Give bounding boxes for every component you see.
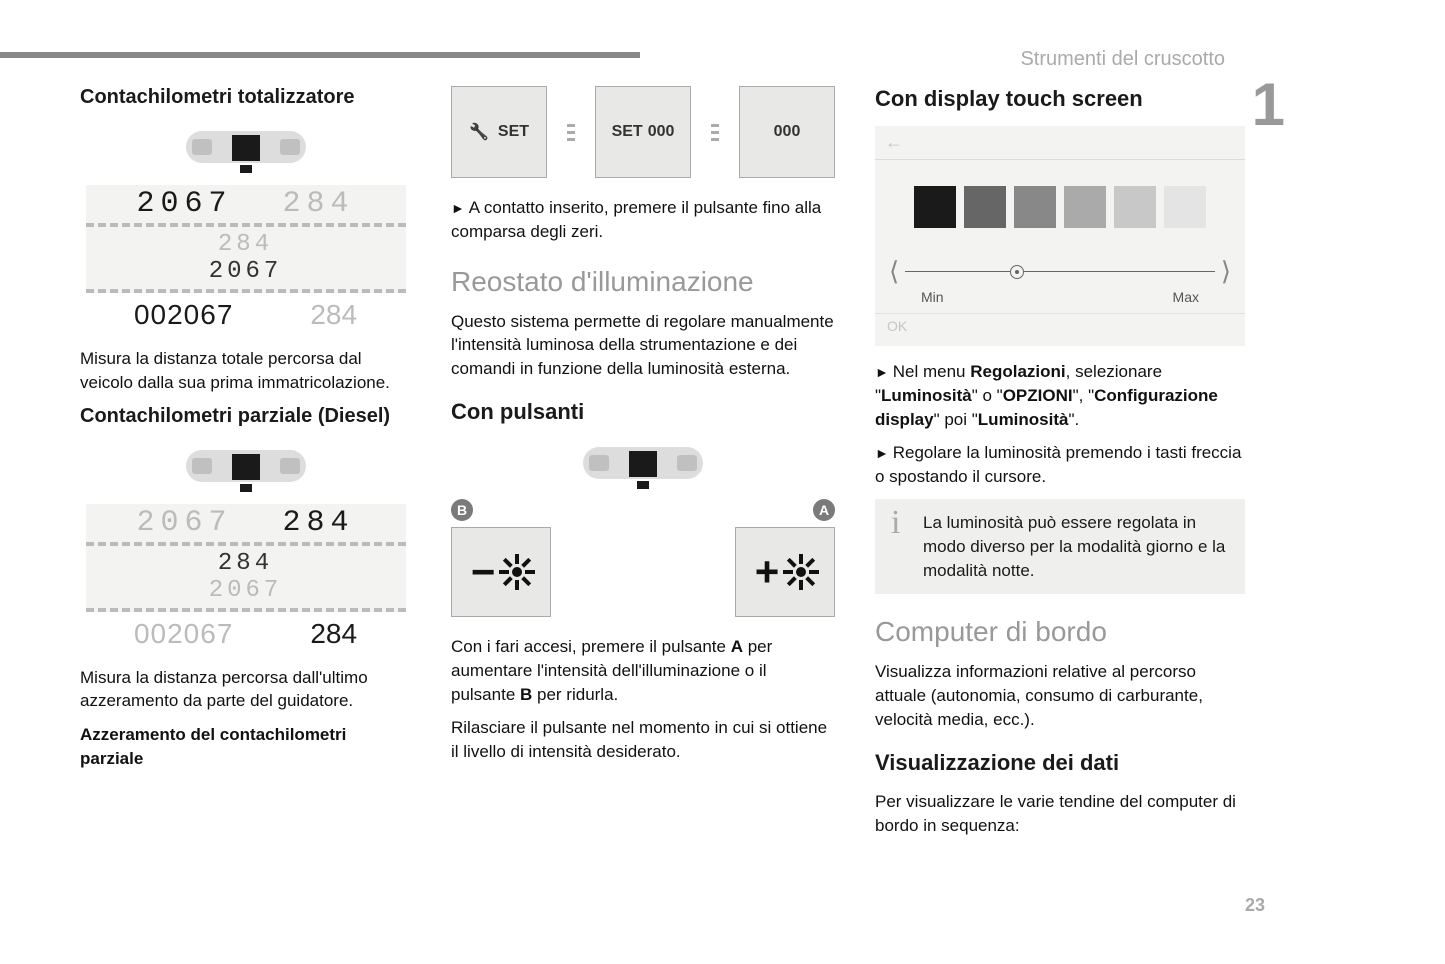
heading-total-odometer: Contachilometri totalizzatore: [80, 86, 411, 109]
column-2: SET SET 000 000 A contatto inserito, pre…: [451, 86, 835, 847]
instruction: A contatto inserito, premere il pulsante…: [451, 196, 835, 244]
info-text: La luminosità può essere regolata in mod…: [891, 511, 1229, 582]
sun-icon: [787, 558, 815, 586]
marker-a: A: [813, 499, 835, 521]
brightness-down-button[interactable]: −: [451, 527, 551, 617]
header-section-label: Strumenti del cruscotto: [1020, 48, 1225, 71]
odo-value: 284: [218, 550, 273, 577]
odo-footer-right: 284: [310, 299, 357, 331]
heading-rheostat: Reostato d'illuminazione: [451, 266, 835, 298]
sun-icon: [503, 558, 531, 586]
odo-value: 284: [283, 506, 355, 540]
odometer-total-display: 2067284 2842067 002067284: [86, 185, 406, 337]
odo-footer-right: 284: [310, 618, 357, 650]
chevron-left-icon[interactable]: ⟨: [889, 256, 899, 287]
brightness-up-button[interactable]: +: [735, 527, 835, 617]
touchscreen-ok-label[interactable]: OK: [875, 313, 1245, 338]
set-value: 000: [648, 123, 675, 141]
info-icon: i: [891, 499, 900, 547]
set-label: SET: [498, 123, 529, 141]
button-group-b: B −: [451, 499, 551, 617]
odo-footer-left: 002067: [134, 299, 233, 331]
column-1: Contachilometri totalizzatore 2067284 28…: [80, 86, 411, 847]
heading-partial-odometer: Contachilometri parziale (Diesel): [80, 405, 411, 428]
set-value: 000: [774, 123, 801, 141]
odometer-partial-display: 2067284 2842067 002067284: [86, 504, 406, 656]
cluster-icon: [186, 442, 306, 490]
connector-icon: [567, 124, 575, 141]
paragraph: Misura la distanza percorsa dall'ultimo …: [80, 666, 411, 714]
info-box: i La luminosità può essere regolata in m…: [875, 499, 1245, 594]
brightness-swatch[interactable]: [1014, 186, 1056, 228]
paragraph-bold: Azzeramento del contachilometri parziale: [80, 723, 411, 771]
odo-value: 2067: [136, 187, 232, 221]
paragraph: Rilasciare il pulsante nel momento in cu…: [451, 716, 835, 764]
instruction: Nel menu Regolazioni, selezionare "Lumin…: [875, 360, 1245, 431]
brightness-buttons-row: B − A +: [451, 499, 835, 617]
slider-labels: Min Max: [875, 287, 1245, 313]
paragraph: Con i fari accesi, premere il pulsante A…: [451, 635, 835, 706]
brightness-slider[interactable]: ⟨ ⟩: [875, 246, 1245, 287]
plus-icon: +: [755, 548, 780, 596]
page-number: 23: [1245, 895, 1265, 916]
touchscreen-mock: ← ⟨ ⟩ Min Max OK: [875, 126, 1245, 346]
odo-value-dim: 2067: [209, 577, 283, 604]
odo-value-dim: 284: [283, 187, 355, 221]
set-button-wrench[interactable]: SET: [451, 86, 547, 178]
label-max: Max: [1173, 289, 1199, 305]
set-button-000[interactable]: 000: [739, 86, 835, 178]
set-buttons-row: SET SET 000 000: [451, 86, 835, 178]
chevron-right-icon[interactable]: ⟩: [1221, 256, 1231, 287]
heading-trip-computer: Computer di bordo: [875, 616, 1245, 648]
heading-with-buttons: Con pulsanti: [451, 399, 835, 425]
set-label: SET: [612, 123, 643, 141]
connector-icon: [711, 124, 719, 141]
heading-data-display: Visualizzazione dei dati: [875, 750, 1245, 776]
instruction: Regolare la luminosità premendo i tasti …: [875, 441, 1245, 489]
slider-track[interactable]: [905, 262, 1215, 282]
heading-touchscreen: Con display touch screen: [875, 86, 1245, 112]
brightness-swatches: [875, 160, 1245, 246]
brightness-swatch[interactable]: [914, 186, 956, 228]
marker-b: B: [451, 499, 473, 521]
wrench-icon: [469, 122, 493, 142]
paragraph: Misura la distanza totale percorsa dal v…: [80, 347, 411, 395]
paragraph: Questo sistema permette di regolare manu…: [451, 310, 835, 381]
label-min: Min: [921, 289, 944, 305]
button-group-a: A +: [735, 499, 835, 617]
paragraph: Visualizza informazioni relative al perc…: [875, 660, 1245, 731]
odo-value-dim: 284: [218, 231, 273, 258]
header-strip: [0, 52, 640, 58]
paragraph: Per visualizzare le varie tendine del co…: [875, 790, 1245, 838]
odo-value-dim: 2067: [136, 506, 232, 540]
touchscreen-back-bar[interactable]: ←: [875, 126, 1245, 160]
brightness-swatch[interactable]: [1064, 186, 1106, 228]
cluster-icon: [186, 123, 306, 171]
brightness-swatch[interactable]: [964, 186, 1006, 228]
odo-footer-left: 002067: [134, 618, 233, 650]
chapter-number: 1: [1252, 70, 1285, 139]
column-3: Con display touch screen ← ⟨ ⟩ Min Max OK…: [875, 86, 1245, 847]
odo-value: 2067: [209, 258, 283, 285]
cluster-icon: [583, 439, 703, 487]
content-columns: Contachilometri totalizzatore 2067284 28…: [80, 86, 1245, 847]
brightness-swatch[interactable]: [1114, 186, 1156, 228]
brightness-swatch[interactable]: [1164, 186, 1206, 228]
set-button-set000[interactable]: SET 000: [595, 86, 691, 178]
minus-icon: −: [471, 548, 496, 596]
